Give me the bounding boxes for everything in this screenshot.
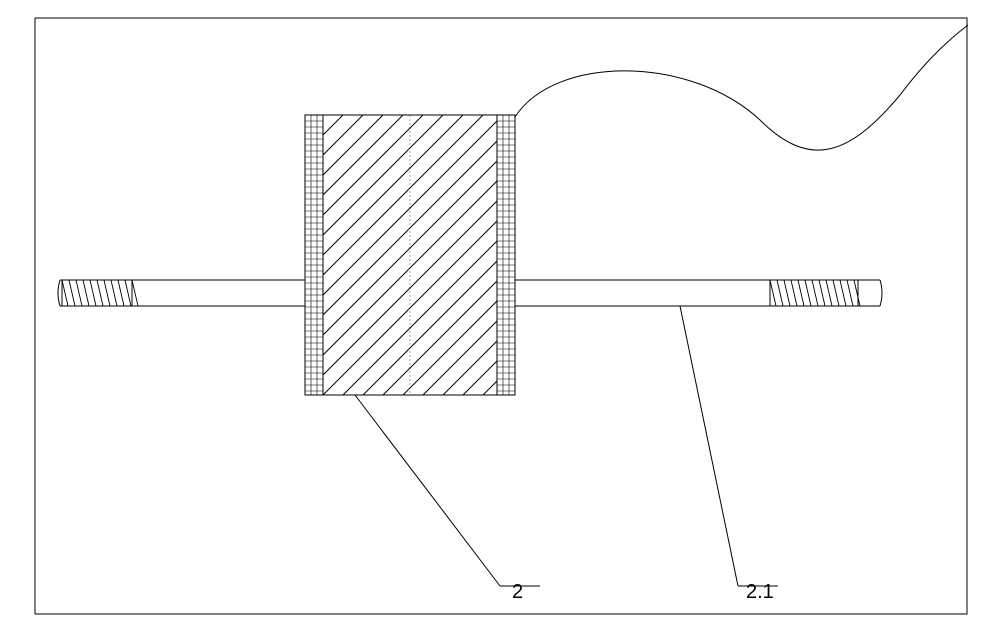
- diagram-canvas: 2 2.1: [0, 0, 1000, 631]
- thread-left: [62, 280, 138, 306]
- label-2: 2: [512, 581, 523, 603]
- center-block: [43, 115, 803, 395]
- label-2-1: 2.1: [746, 581, 774, 603]
- wire: [515, 25, 968, 150]
- thread-right: [770, 280, 860, 306]
